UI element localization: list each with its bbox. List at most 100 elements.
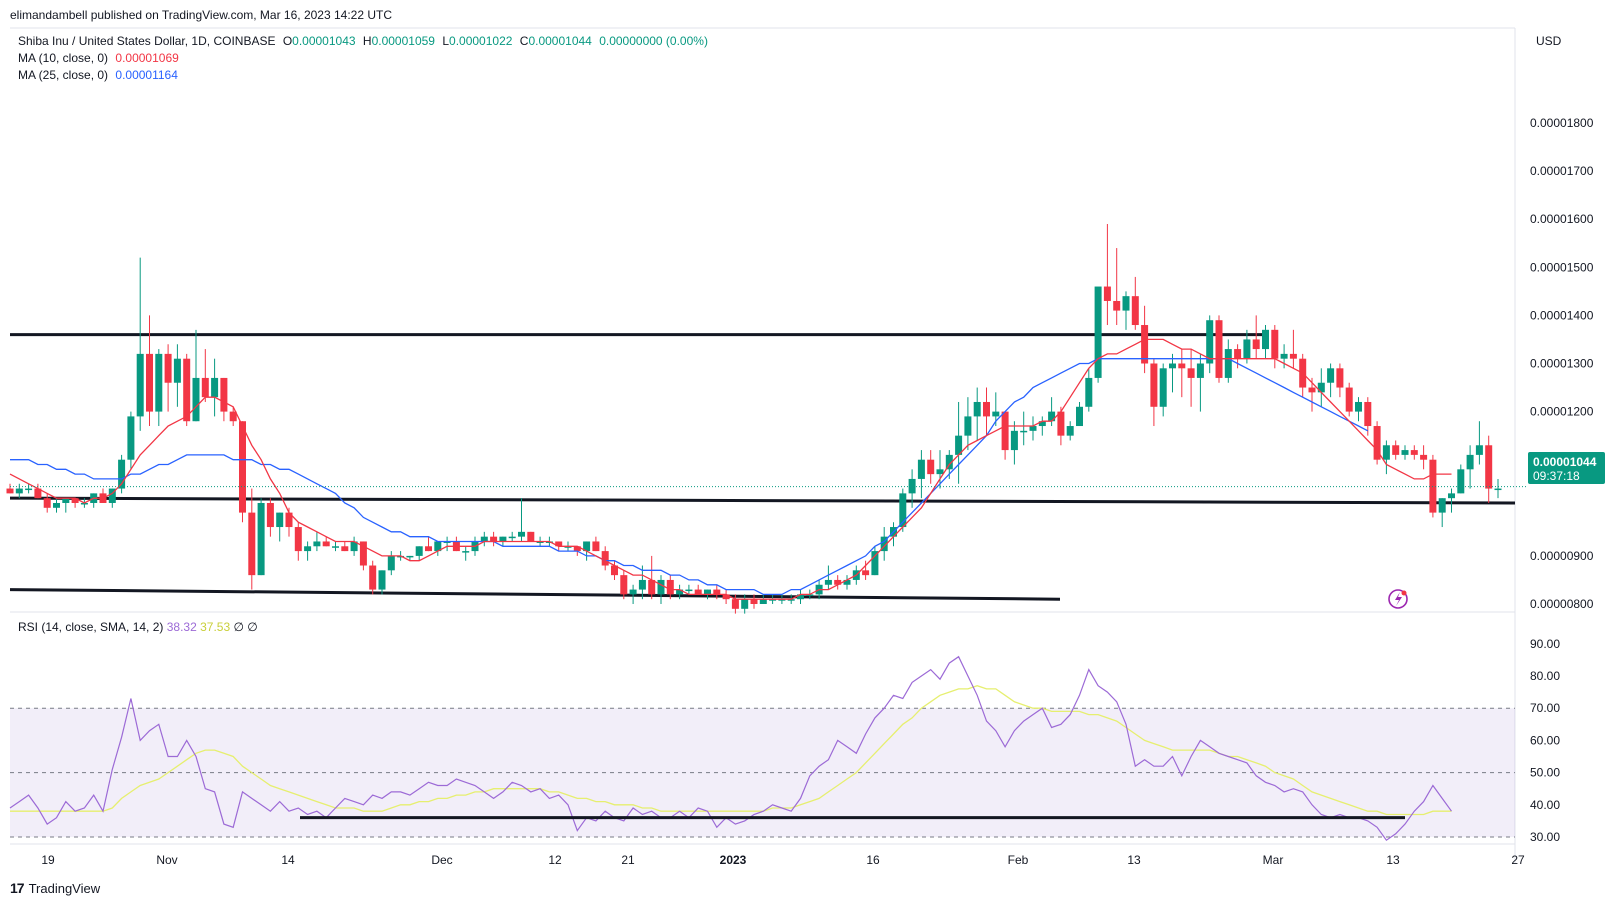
candle-body (862, 570, 870, 576)
candle-body (229, 411, 237, 422)
candle-body (1420, 454, 1428, 460)
candle-body (1122, 296, 1130, 311)
candle-body (1466, 454, 1474, 470)
candle-body (266, 502, 274, 528)
price-tag: 0.00001044 09:37:18 (1528, 452, 1605, 484)
candle-body (1271, 329, 1279, 359)
candle-body (359, 541, 367, 566)
candle-body (1141, 325, 1149, 364)
ma10-legend[interactable]: MA (10, close, 0) 0.00001069 (18, 51, 183, 65)
candle-body (518, 531, 525, 537)
candle-body (341, 546, 349, 552)
candle-body (1317, 382, 1325, 393)
candle-body (769, 599, 777, 601)
candle-body (1457, 469, 1465, 494)
candle-body (1215, 320, 1223, 378)
candle-body (1178, 363, 1186, 369)
candle-body (173, 358, 181, 383)
time-tick-label: 21 (621, 853, 635, 867)
candle-body (704, 589, 711, 595)
candle-body (666, 579, 674, 595)
footer-brand[interactable]: 17 TradingView (10, 880, 100, 896)
time-tick-label: 13 (1127, 853, 1141, 867)
candle-body (108, 488, 116, 503)
candle-body (1224, 349, 1232, 378)
candle-body (983, 401, 990, 417)
candle-body (1113, 300, 1121, 311)
candle-body (1048, 411, 1056, 422)
candle-body (1336, 368, 1344, 388)
ma25-legend[interactable]: MA (25, close, 0) 0.00001164 (18, 68, 182, 82)
rsi-sma-value: 37.53 (200, 620, 231, 634)
candle-body (490, 536, 498, 542)
candle-body (1020, 430, 1028, 433)
candle-body (1392, 445, 1400, 455)
rsi-tick-label: 40.00 (1530, 798, 1560, 812)
candle-body (462, 551, 470, 553)
symbol-title[interactable]: Shiba Inu / United States Dollar, 1D, CO… (18, 34, 276, 48)
candle-body (499, 536, 507, 542)
candle-body (136, 353, 144, 417)
candle-body (1029, 426, 1037, 431)
price-tick-label: 0.00001400 (1530, 308, 1594, 322)
candle-body (313, 541, 321, 547)
candle-body (927, 459, 935, 475)
candle-body (43, 498, 51, 508)
candle-body (425, 546, 432, 552)
candle-body (1262, 329, 1269, 350)
candle-body (220, 377, 228, 412)
price-tick-label: 0.00000800 (1530, 597, 1594, 611)
candle-body (62, 498, 70, 503)
candle-body (34, 488, 42, 499)
candle-body (592, 541, 600, 552)
price-tick-label: 0.00001200 (1530, 405, 1594, 419)
price-axis: 0.00001800 0.00001700 0.00001600 0.00001500… (1530, 116, 1594, 844)
time-tick-label: 13 (1386, 853, 1400, 867)
lightning-icon[interactable] (1388, 589, 1408, 609)
rsi-legend[interactable]: RSI (14, close, SMA, 14, 2) 38.32 37.53 … (18, 620, 258, 634)
candle-body (955, 435, 963, 455)
candle-body (378, 570, 386, 590)
price-tick-label: 0.00001300 (1530, 357, 1594, 371)
candle-body (573, 546, 581, 552)
high-value: 0.00001059 (371, 34, 435, 48)
candle-body (731, 599, 739, 609)
candle-body (1364, 401, 1372, 427)
candle-body (369, 565, 377, 590)
price-tick-label: 0.00001500 (1530, 260, 1594, 274)
candle-body (1485, 445, 1493, 489)
footer-brand-text: TradingView (28, 880, 101, 896)
ma25-line (10, 358, 1369, 596)
candle-body (1085, 377, 1093, 407)
candle-body (257, 502, 265, 576)
ma10-value: 0.00001069 (115, 51, 179, 65)
candle-body (936, 469, 944, 475)
rsi-tick-label: 50.00 (1530, 766, 1560, 780)
candle-body (118, 459, 126, 489)
time-tick-label: 2023 (720, 853, 747, 867)
candle-body (992, 411, 1000, 417)
candle-body (1234, 349, 1242, 359)
candle-body (713, 589, 721, 595)
high-label: H (362, 34, 372, 48)
candle-body (694, 589, 702, 595)
lower-support-line (9, 588, 1061, 601)
time-tick-label: 19 (41, 853, 55, 867)
time-tick-label: 12 (548, 853, 562, 867)
candle-body (239, 421, 246, 513)
candle-body (1252, 339, 1260, 350)
candle-body (527, 531, 535, 542)
candle-body (276, 512, 284, 528)
candle-body (908, 478, 916, 494)
rsi-tick-label: 80.00 (1530, 669, 1560, 683)
price-tick-label: 0.00001700 (1530, 164, 1594, 178)
candle-body (685, 589, 693, 592)
candle-body (1196, 363, 1204, 378)
time-tick-label: Mar (1263, 853, 1284, 867)
candle-body (1076, 406, 1083, 427)
chart-canvas[interactable]: 0.00001800 0.00001700 0.00001600 0.00001500… (0, 0, 1613, 875)
rsi-extra-1: ∅ (233, 620, 244, 634)
candle-body (192, 377, 200, 422)
candle-body (285, 512, 293, 528)
candle-body (1103, 286, 1111, 301)
